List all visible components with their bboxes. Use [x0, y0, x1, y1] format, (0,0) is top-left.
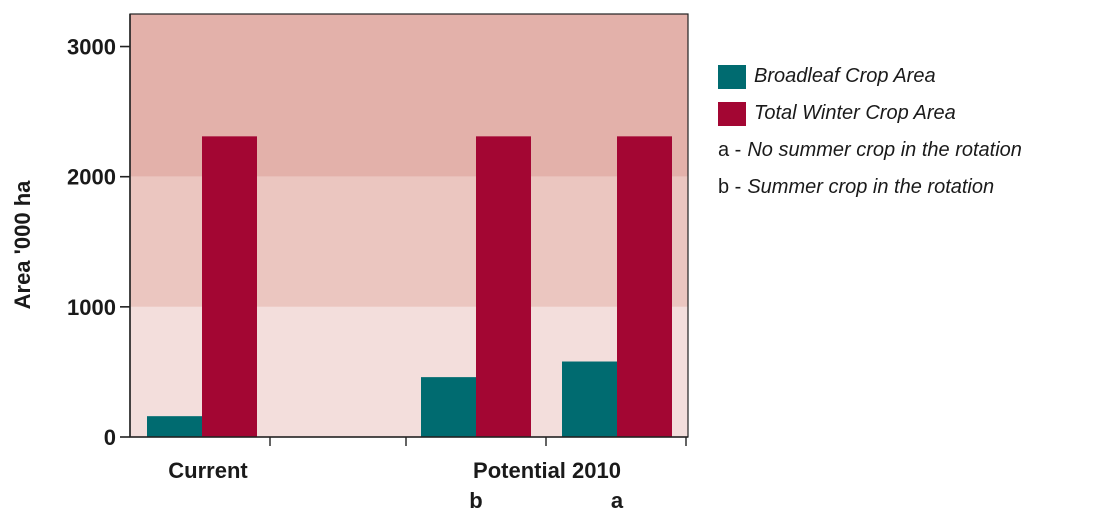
x-sub-label: a	[611, 488, 624, 510]
note-b-key: b -	[718, 176, 742, 198]
bar	[476, 136, 531, 438]
note-a: a - No summer crop in the rotation	[718, 132, 1093, 169]
x-category-label: Potential 2010	[473, 458, 621, 483]
category-labels: Current Potential 2010 b a	[168, 458, 624, 510]
note-b: b - Summer crop in the rotation	[718, 169, 1093, 206]
y-axis-label: Area '000 ha	[10, 180, 35, 310]
bar	[421, 377, 476, 437]
note-a-text: No summer crop in the rotation	[747, 139, 1022, 161]
legend-item-total-winter: Total Winter Crop Area	[718, 95, 1093, 132]
legend-swatch-broadleaf	[718, 64, 746, 89]
y-tick-label: 3000	[67, 35, 116, 60]
note-b-text: Summer crop in the rotation	[747, 176, 995, 198]
note-a-key: a -	[718, 139, 742, 161]
legend-label-broadleaf: Broadleaf Crop Area	[754, 65, 936, 87]
legend-label-total-winter: Total Winter Crop Area	[754, 102, 956, 124]
bar	[562, 361, 617, 437]
x-sub-label: b	[469, 488, 482, 510]
y-ticks: 0 1000 2000 3000	[67, 35, 130, 450]
x-category-label: Current	[168, 458, 248, 483]
bars	[147, 136, 672, 438]
y-tick-label: 0	[104, 425, 116, 450]
y-tick-label: 1000	[67, 295, 116, 320]
legend-swatch-total-winter	[718, 101, 746, 126]
bar	[147, 416, 202, 437]
axes	[129, 13, 689, 446]
bar	[617, 136, 672, 438]
legend-item-broadleaf: Broadleaf Crop Area	[718, 58, 1093, 95]
bar	[202, 136, 257, 438]
legend: Broadleaf Crop Area Total Winter Crop Ar…	[718, 58, 1093, 206]
y-tick-label: 2000	[67, 165, 116, 190]
bar-chart: 0 1000 2000 3000 Area '000 ha Current Potent…	[10, 13, 689, 510]
